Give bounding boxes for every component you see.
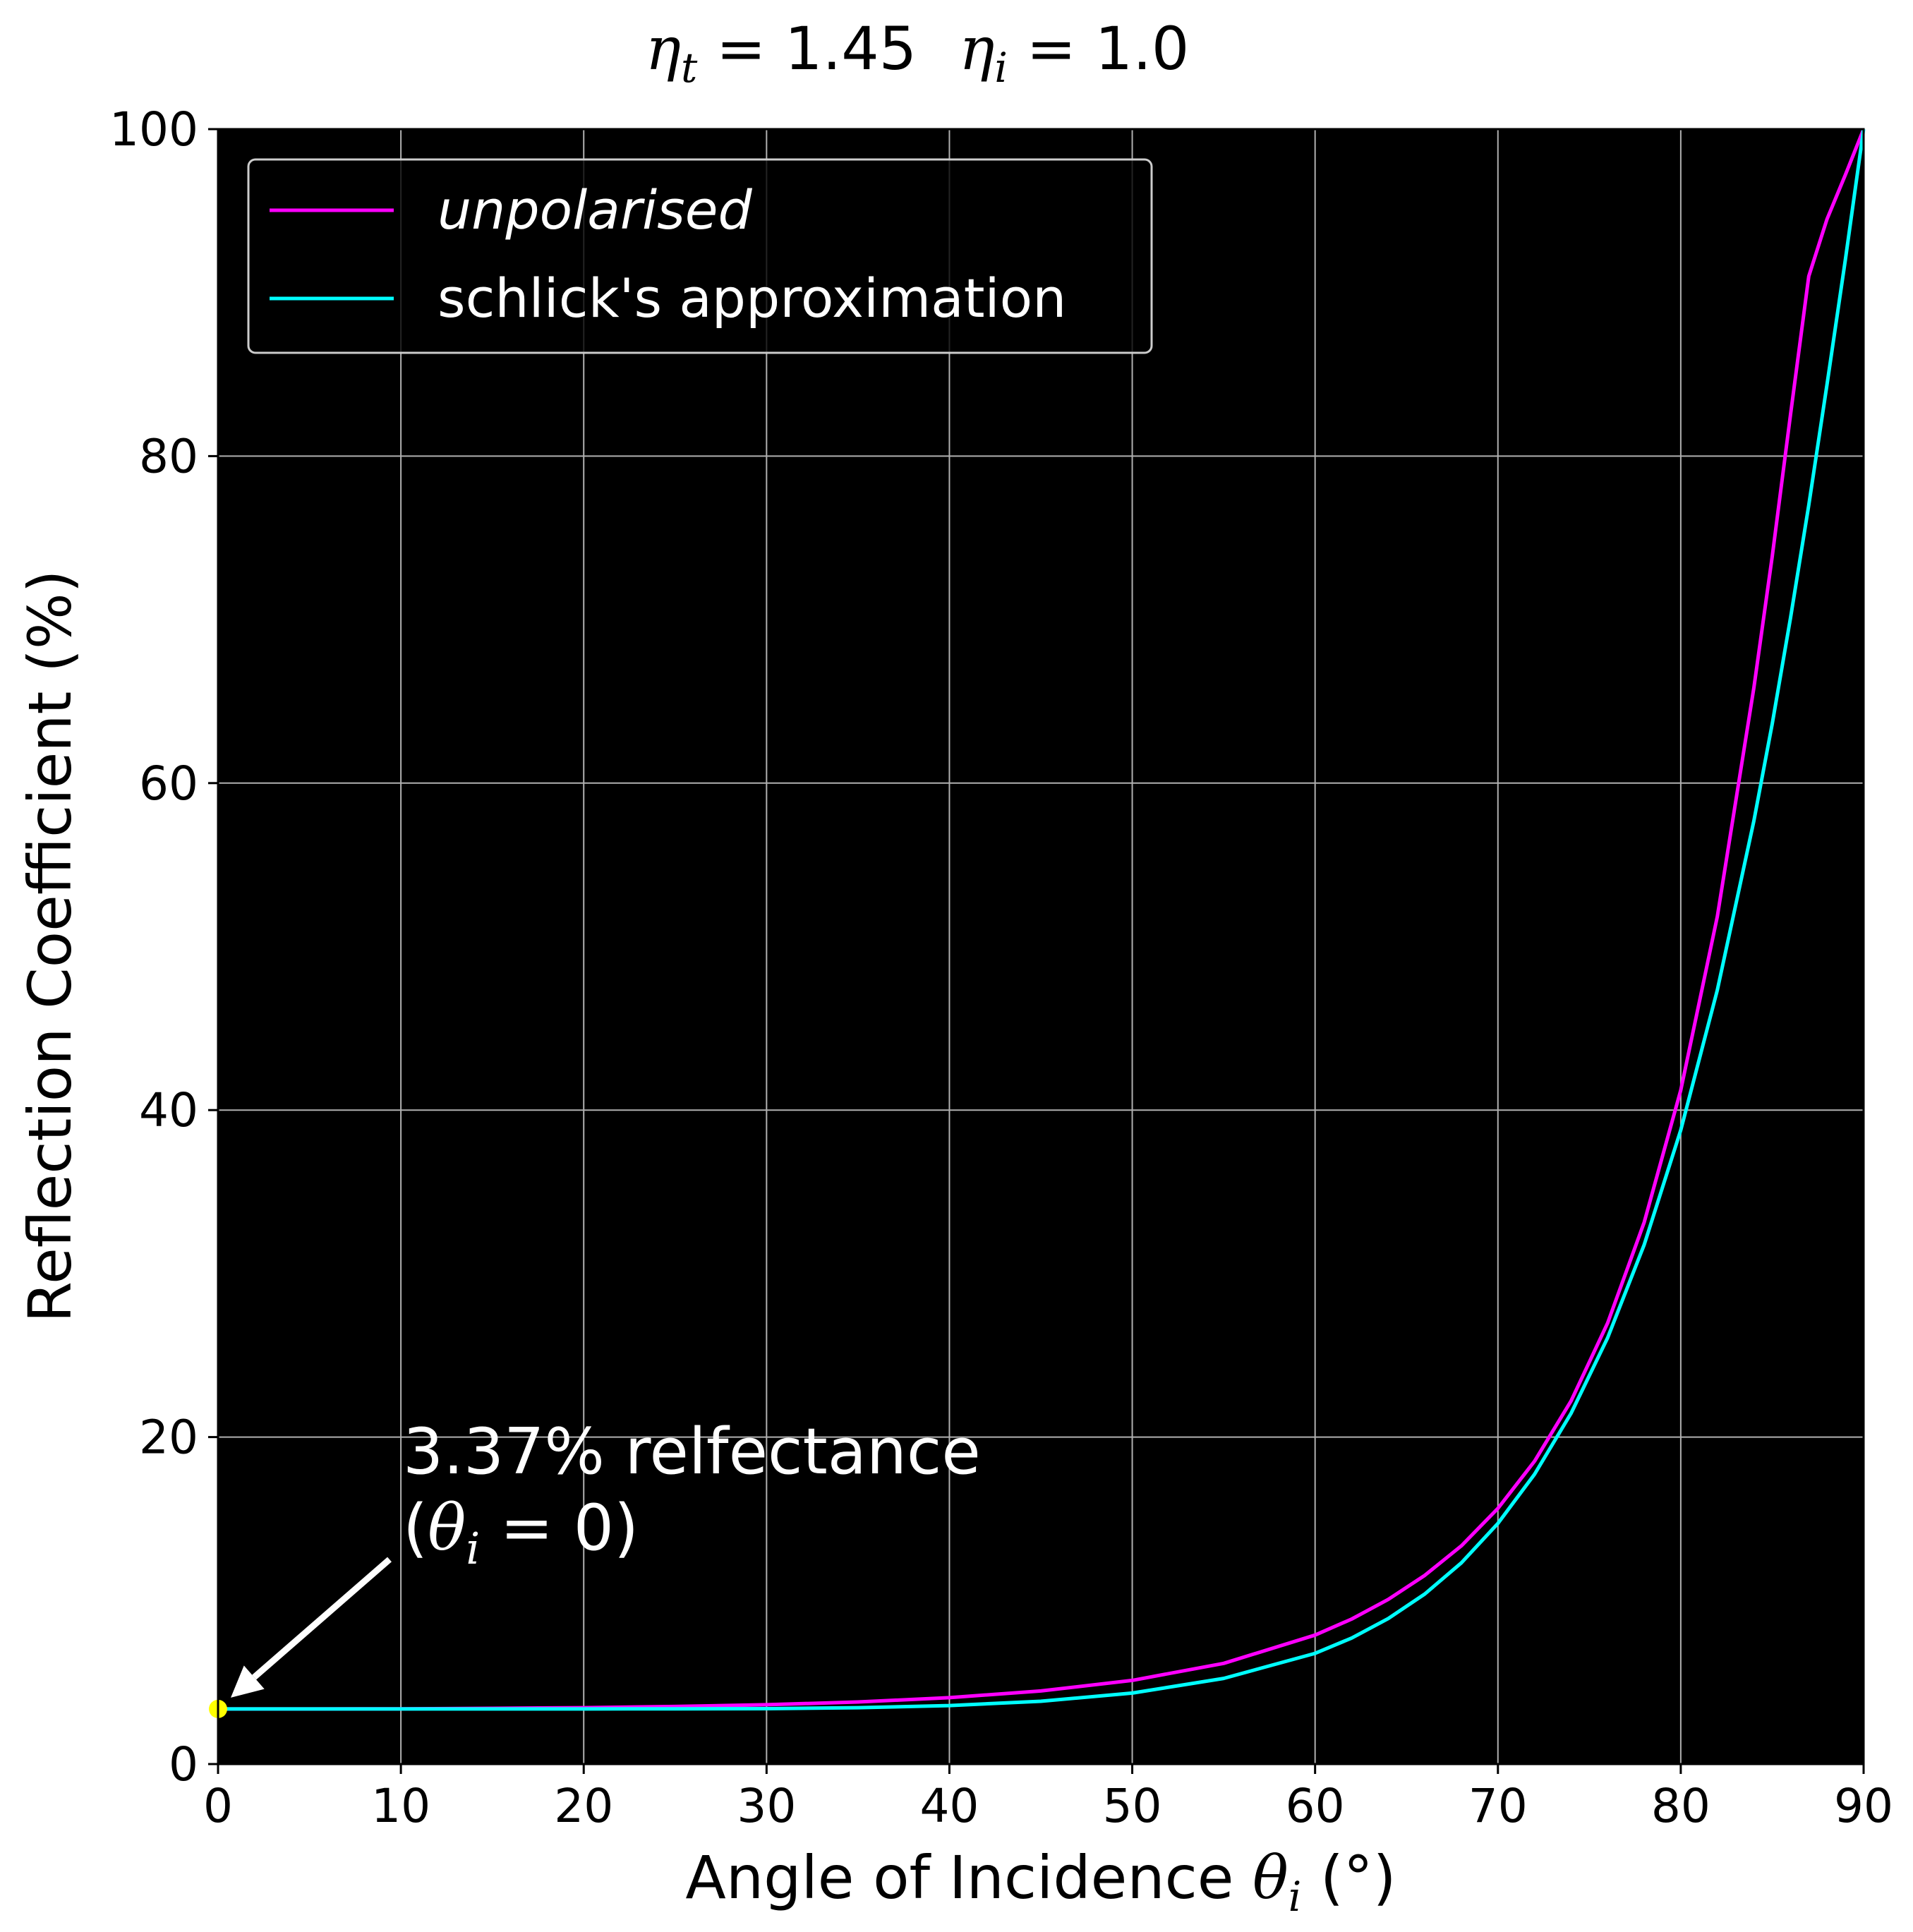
y-tick-label: 60	[139, 756, 198, 811]
annotation: 3.37% relfectance (θi = 0)	[231, 1415, 981, 1698]
x-tick-label: 30	[737, 1779, 796, 1833]
legend-label-schlick: schlick's approximation	[437, 267, 1066, 330]
plot-area	[218, 129, 1864, 1764]
annotation-arrow	[231, 1557, 392, 1698]
chart-title: ηt = 1.45 ηi = 1.0	[646, 14, 1190, 92]
legend: unpolarised schlick's approximation	[247, 158, 1153, 354]
y-axis-label: Reflection Coefficient (%)	[16, 569, 85, 1322]
series-line-0	[218, 128, 1866, 1711]
x-tick-label: 60	[1286, 1779, 1345, 1833]
arrow-shaft	[252, 1557, 392, 1680]
x-tick-label: 50	[1103, 1779, 1162, 1833]
y-tick-label: 40	[139, 1083, 198, 1137]
y-tick-label: 20	[139, 1411, 198, 1465]
x-tick-label: 20	[554, 1779, 613, 1833]
y-tick-label: 100	[109, 102, 198, 157]
series-line-1	[218, 128, 1866, 1711]
x-axis-ticks: 0 10 20 30 40 50 60 70 80 90	[203, 1764, 1893, 1833]
annotation-line-2: (θi = 0)	[403, 1491, 639, 1574]
legend-box	[247, 158, 1153, 354]
x-axis-label: Angle of Incidence θi (°)	[685, 1843, 1396, 1921]
annotation-line-1: 3.37% relfectance	[403, 1415, 981, 1489]
x-tick-label: 10	[371, 1779, 430, 1833]
gridlines	[218, 129, 1864, 1764]
x-tick-label: 70	[1468, 1779, 1528, 1833]
y-axis-ticks: 0 20 40 60 80 100	[109, 102, 218, 1792]
legend-label-unpolarised: unpolarised	[437, 179, 752, 241]
arrow-head	[231, 1665, 265, 1698]
y-tick-label: 0	[169, 1737, 198, 1792]
series-layer	[209, 128, 1866, 1718]
x-tick-label: 80	[1651, 1779, 1710, 1833]
x-tick-label: 0	[203, 1779, 233, 1833]
x-tick-label: 90	[1834, 1779, 1893, 1833]
x-tick-label: 40	[919, 1779, 979, 1833]
plot-frame	[217, 128, 1865, 1765]
y-tick-label: 80	[139, 429, 198, 483]
